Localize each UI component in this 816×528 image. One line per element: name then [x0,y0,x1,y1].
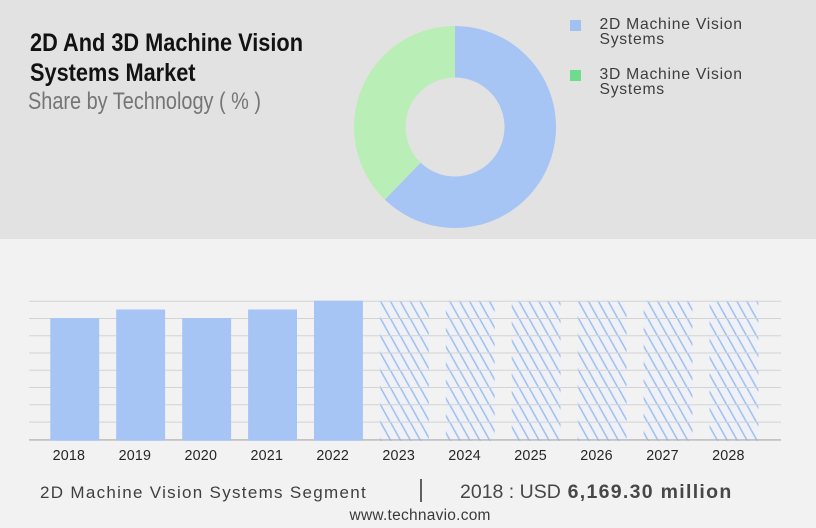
svg-text:2025: 2025 [514,448,547,464]
svg-text:2021: 2021 [250,448,283,464]
svg-text:2019: 2019 [119,448,152,464]
svg-text:2027: 2027 [646,448,679,464]
svg-text:2026: 2026 [580,448,613,464]
svg-text:2023: 2023 [382,448,415,464]
svg-text:2018: 2018 [53,448,86,464]
svg-text:2028: 2028 [712,448,745,464]
svg-text:2022: 2022 [316,448,349,464]
svg-text:2024: 2024 [448,448,481,464]
svg-text:2020: 2020 [184,448,217,464]
